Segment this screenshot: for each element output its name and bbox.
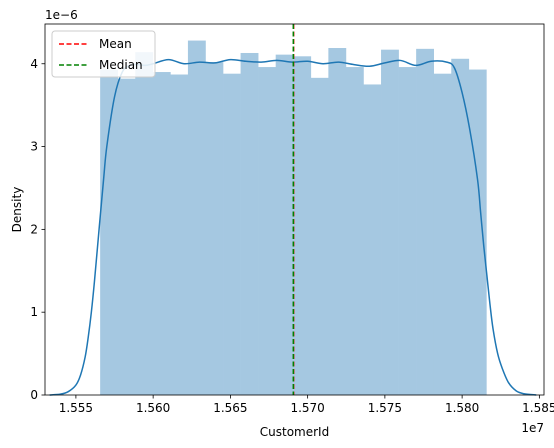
y-offset-label: 1e−6 <box>45 8 78 22</box>
y-axis-ticks: 0 1 2 3 4 <box>30 57 45 402</box>
y-tick-label: 0 <box>30 388 38 402</box>
histogram-bar <box>240 52 259 395</box>
x-tick-label: 1.570 <box>290 401 324 415</box>
x-offset-label: 1e7 <box>521 421 544 435</box>
histogram-bar <box>416 48 434 395</box>
y-tick-label: 3 <box>30 140 38 154</box>
histogram-bar <box>205 62 224 395</box>
y-tick-label: 2 <box>30 222 38 236</box>
histogram-bar <box>468 69 487 395</box>
histogram-bar <box>363 84 382 395</box>
histogram-bars <box>100 40 487 395</box>
x-axis-label: CustomerId <box>260 425 329 439</box>
histogram-bar <box>275 54 294 395</box>
x-tick-label: 1.560 <box>136 401 170 415</box>
y-axis-label: Density <box>10 187 24 233</box>
histogram-bar <box>152 72 171 395</box>
histogram-bar <box>117 78 136 395</box>
histogram-bar <box>170 74 189 395</box>
legend: Mean Median <box>51 30 156 78</box>
x-axis-ticks: 1.555 1.560 1.565 1.570 1.575 1.580 1.585 <box>59 395 554 415</box>
histogram-bar <box>328 48 347 395</box>
kde-curve <box>49 58 537 396</box>
histogram-bar <box>258 67 277 395</box>
x-tick-label: 1.580 <box>445 401 479 415</box>
histogram-bar <box>135 52 154 395</box>
histogram-bar <box>223 73 241 395</box>
axes-frame <box>44 23 545 396</box>
histogram-bar <box>310 77 329 395</box>
legend-label-median: Median <box>99 58 143 72</box>
histogram-bar <box>100 69 119 395</box>
x-tick-label: 1.575 <box>368 401 402 415</box>
y-tick-label: 4 <box>30 57 38 71</box>
histogram-bar <box>187 40 206 395</box>
x-tick-label: 1.585 <box>522 401 554 415</box>
histogram-bar <box>345 67 364 395</box>
histogram-bar <box>398 67 417 395</box>
legend-label-mean: Mean <box>99 37 132 51</box>
histogram-bar <box>293 56 312 395</box>
histogram-bar <box>433 73 452 395</box>
x-tick-label: 1.565 <box>213 401 247 415</box>
x-tick-label: 1.555 <box>59 401 93 415</box>
histogram-bar <box>451 58 470 395</box>
y-tick-label: 1 <box>30 305 38 319</box>
kde-curve-group <box>49 58 537 396</box>
histogram-bar <box>381 49 399 395</box>
